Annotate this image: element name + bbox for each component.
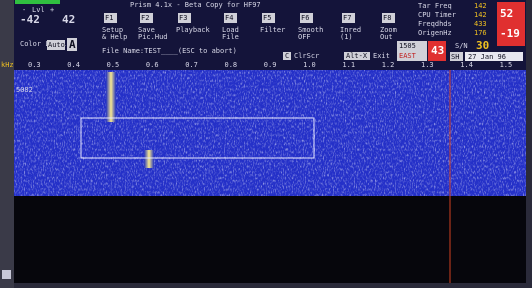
axis-label: 1.5 bbox=[500, 61, 513, 69]
page: - Lvl + -42 42 Prism 4.1x - Beta Copy fo… bbox=[0, 0, 532, 288]
title: Prism 4.1x - Beta Copy for HF97 bbox=[130, 1, 261, 9]
level-bar bbox=[15, 0, 60, 4]
axis-label: 0.6 bbox=[146, 61, 159, 69]
function-key-label[interactable]: F8 bbox=[383, 14, 391, 22]
function-key-label[interactable]: F7 bbox=[343, 14, 351, 22]
freq: 1505 bbox=[399, 42, 416, 50]
function-key-text[interactable]: & Help bbox=[102, 33, 127, 41]
direction-value: 43 bbox=[431, 44, 444, 57]
waterfall-marker: 5082 bbox=[16, 86, 33, 94]
axis-label: 0.8 bbox=[225, 61, 238, 69]
function-key-text[interactable]: Playback bbox=[176, 26, 211, 34]
axis-label: 0.9 bbox=[264, 61, 277, 69]
axis-label: 0.5 bbox=[107, 61, 120, 69]
status-value: 176 bbox=[474, 29, 487, 37]
signal-trace bbox=[106, 72, 116, 122]
axis-label: 0.7 bbox=[185, 61, 198, 69]
corner-icon bbox=[2, 270, 11, 279]
file-name[interactable]: File Name:TEST____(ESC to abort) bbox=[102, 47, 237, 55]
sn-label: S/N bbox=[455, 42, 468, 50]
status-label: Freqdhds bbox=[418, 20, 452, 28]
exit-key-label[interactable]: Alt-X bbox=[346, 52, 368, 60]
waterfall-empty bbox=[14, 196, 526, 283]
sn-value: 30 bbox=[476, 39, 489, 52]
axis-label: 1.1 bbox=[342, 61, 355, 69]
direction: EAST bbox=[399, 52, 417, 60]
function-key-label[interactable]: F3 bbox=[179, 14, 187, 22]
date-key-label[interactable]: SH bbox=[451, 53, 459, 61]
auto-label[interactable]: Auto bbox=[48, 41, 65, 49]
status-label: OrigenHz bbox=[418, 29, 452, 37]
status-value: 142 bbox=[474, 2, 487, 10]
axis-label: 1.0 bbox=[303, 61, 316, 69]
mode-label[interactable]: A bbox=[69, 38, 76, 51]
function-key-text[interactable]: (1) bbox=[340, 33, 353, 41]
function-key-label[interactable]: F5 bbox=[263, 14, 271, 22]
function-key-text[interactable]: Filter bbox=[260, 26, 285, 34]
axis-unit: kHz bbox=[1, 61, 14, 69]
level-min: -42 bbox=[20, 13, 40, 26]
axis-label: 1.2 bbox=[382, 61, 395, 69]
level-plus[interactable]: + bbox=[50, 6, 54, 14]
status-value: 142 bbox=[474, 11, 487, 19]
date: 27 Jan 96 bbox=[468, 53, 506, 61]
function-key-label[interactable]: F2 bbox=[141, 14, 149, 22]
function-key-text[interactable]: Out bbox=[380, 33, 393, 41]
signal-trace bbox=[144, 150, 154, 168]
axis-label: 0.4 bbox=[67, 61, 80, 69]
function-key-label[interactable]: F1 bbox=[105, 14, 113, 22]
status-label: Tar Freq bbox=[418, 2, 452, 10]
function-key-text[interactable]: OFF bbox=[298, 33, 311, 41]
left-edge bbox=[0, 0, 14, 288]
function-key-text[interactable]: Pic.Hud bbox=[138, 33, 168, 41]
screen: - Lvl + -42 42 Prism 4.1x - Beta Copy fo… bbox=[0, 0, 532, 288]
axis-label: 1.4 bbox=[460, 61, 473, 69]
status-label: CPU Timer bbox=[418, 11, 456, 19]
waterfall-noise bbox=[14, 70, 526, 196]
clear-key-label[interactable]: C bbox=[285, 52, 289, 60]
alarm-bottom: -19 bbox=[500, 27, 520, 40]
exit-label[interactable]: Exit bbox=[373, 52, 390, 60]
axis-label: 1.3 bbox=[421, 61, 434, 69]
alarm-top: 52 bbox=[500, 7, 513, 20]
level-max: 42 bbox=[62, 13, 75, 26]
function-key-label[interactable]: F6 bbox=[301, 14, 309, 22]
function-key-label[interactable]: F4 bbox=[225, 14, 233, 22]
function-key-text[interactable]: File bbox=[222, 33, 239, 41]
clear-label[interactable]: ClrScr bbox=[294, 52, 319, 60]
axis-label: 0.3 bbox=[28, 61, 41, 69]
status-value: 433 bbox=[474, 20, 487, 28]
